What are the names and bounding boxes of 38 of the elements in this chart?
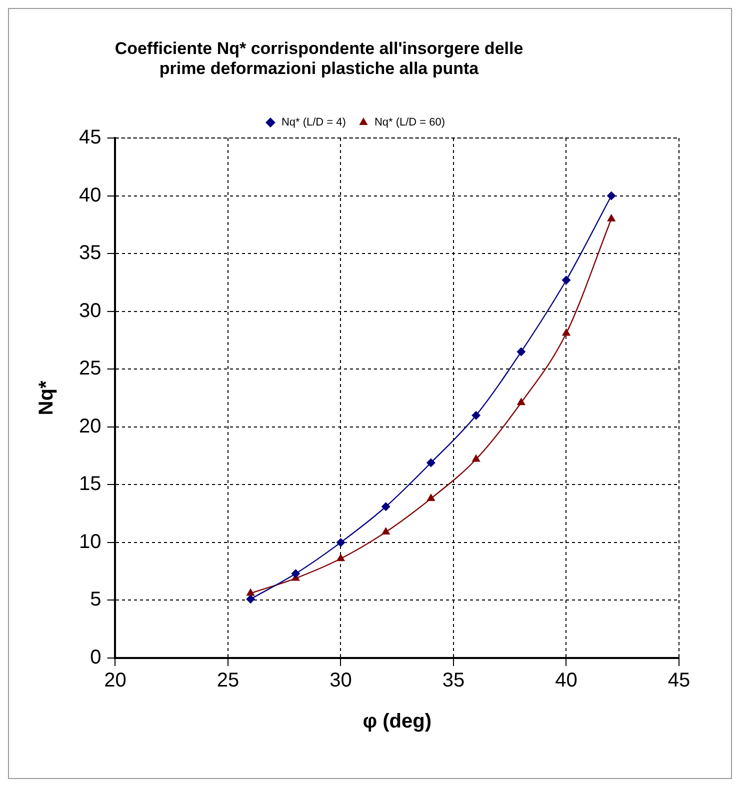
y-tick-label: 25 xyxy=(78,358,102,380)
y-tick-label: 30 xyxy=(78,300,102,322)
point xyxy=(472,454,480,462)
chart-title: Coefficiente Nq* corrispondente all'insorgere delle prime deformazioni plastiche alla punta xyxy=(114,39,524,79)
x-tick-label: 45 xyxy=(668,670,690,692)
point xyxy=(562,328,571,336)
point xyxy=(607,214,616,222)
x-tick-label: 25 xyxy=(216,670,240,692)
x-tick-label: 35 xyxy=(442,670,465,692)
point xyxy=(381,502,390,512)
point xyxy=(336,538,346,547)
x-tick-label: 40 xyxy=(555,670,578,692)
legend-label: Nq* (L/D = 60) xyxy=(374,116,446,129)
y-axis-title: Nq* xyxy=(36,380,58,416)
point xyxy=(562,276,571,285)
y-tick-label: 10 xyxy=(78,530,102,553)
point xyxy=(426,458,436,468)
y-tick-label: 15 xyxy=(78,473,102,496)
y-tick-label: 5 xyxy=(90,588,102,611)
point xyxy=(426,494,436,502)
legend-label: Nq* (L/D = 4) xyxy=(281,116,346,129)
y-tick-label: 45 xyxy=(78,126,102,149)
point xyxy=(246,588,255,596)
point xyxy=(291,569,300,578)
point xyxy=(606,191,616,200)
point xyxy=(516,398,526,406)
x-tick-label: 30 xyxy=(330,670,352,692)
x-tick-label: 20 xyxy=(104,670,126,692)
point xyxy=(516,347,526,356)
y-tick-label: 35 xyxy=(78,242,102,264)
y-tick-label: 40 xyxy=(78,184,102,206)
point xyxy=(382,527,390,535)
point xyxy=(246,594,256,604)
point xyxy=(336,554,346,562)
point xyxy=(472,410,481,420)
y-tick-label: 0 xyxy=(90,646,102,669)
y-tick-label: 20 xyxy=(78,415,102,438)
x-axis-title: φ (deg) xyxy=(362,710,432,733)
